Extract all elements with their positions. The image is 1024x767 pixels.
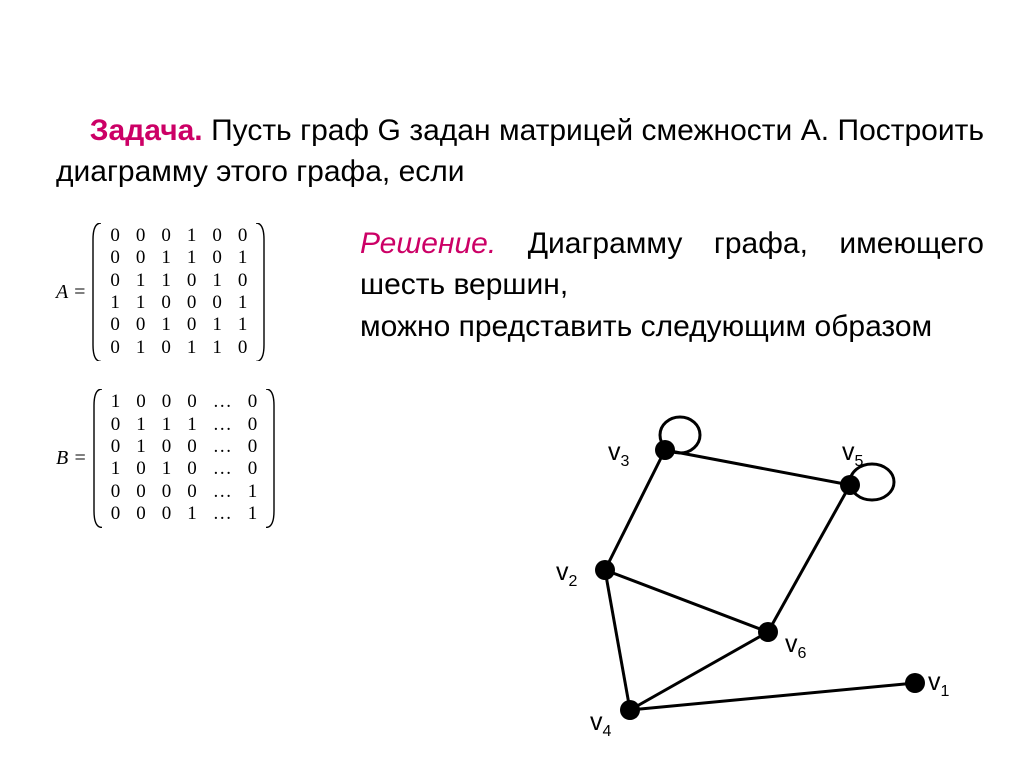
graph-edge bbox=[665, 450, 850, 485]
graph-node-label: v4 bbox=[590, 708, 611, 741]
matrix-cell: 1 bbox=[204, 314, 230, 336]
matrix-cell: 1 bbox=[230, 247, 256, 269]
matrix-cell: 0 bbox=[128, 503, 154, 525]
matrix-cell: 1 bbox=[102, 292, 128, 314]
matrix-cell: 0 bbox=[154, 481, 180, 503]
matrix-cell: 1 bbox=[153, 247, 179, 269]
matrix-cell: … bbox=[205, 503, 240, 525]
matrix-cell: 0 bbox=[230, 337, 256, 359]
matrix-cell: 1 bbox=[128, 292, 154, 314]
matrix-cell: … bbox=[205, 481, 240, 503]
matrix-cell: 0 bbox=[154, 391, 180, 413]
matrix-cell: 0 bbox=[153, 292, 179, 314]
graph-node bbox=[905, 673, 925, 693]
matrix-cell: 0 bbox=[102, 270, 128, 292]
matrix-cell: 1 bbox=[240, 503, 266, 525]
matrix-cell: 0 bbox=[128, 458, 154, 480]
matrix-cell: 0 bbox=[128, 481, 154, 503]
matrix-cell: 1 bbox=[179, 337, 205, 359]
matrix-cell: 0 bbox=[153, 225, 179, 247]
matrix-cell: … bbox=[205, 414, 240, 436]
matrix-cell: 1 bbox=[179, 414, 205, 436]
matrix-cell: 1 bbox=[103, 391, 129, 413]
matrix-cell: 0 bbox=[240, 414, 266, 436]
graph-node bbox=[840, 475, 860, 495]
matrix-a: A = 000100001101011010110001001011010110 bbox=[56, 223, 346, 361]
matrix-b-label: B = bbox=[56, 447, 93, 470]
matrix-cell: 0 bbox=[103, 414, 129, 436]
matrix-cell: 1 bbox=[153, 314, 179, 336]
matrix-cell: 0 bbox=[103, 436, 129, 458]
matrix-cell: 1 bbox=[179, 247, 205, 269]
matrix-cell: 0 bbox=[154, 503, 180, 525]
matrix-cell: 1 bbox=[103, 458, 129, 480]
graph-node bbox=[758, 622, 778, 642]
matrix-cell: 0 bbox=[179, 314, 205, 336]
problem-keyword: Задача. bbox=[90, 114, 203, 147]
matrix-cell: … bbox=[205, 458, 240, 480]
graph-node bbox=[595, 560, 615, 580]
matrix-cell: 0 bbox=[102, 225, 128, 247]
matrix-cell: 0 bbox=[154, 436, 180, 458]
matrix-cell: 0 bbox=[204, 247, 230, 269]
matrix-cell: 0 bbox=[179, 458, 205, 480]
matrix-cell: 0 bbox=[103, 481, 129, 503]
matrix-cell: 0 bbox=[240, 458, 266, 480]
matrix-cell: 0 bbox=[240, 436, 266, 458]
graph-node bbox=[620, 700, 640, 720]
matrix-cell: 0 bbox=[230, 225, 256, 247]
solution-keyword: Решение. bbox=[360, 227, 496, 260]
matrix-cell: 0 bbox=[179, 436, 205, 458]
matrix-cell: 0 bbox=[102, 314, 128, 336]
matrix-b: B = 1000…00111…00100…01010…00000…10001…1 bbox=[56, 389, 346, 527]
graph-diagram: v1 v2 v3 v4 v5 v6 bbox=[490, 410, 990, 750]
graph-edge bbox=[605, 570, 630, 710]
matrix-cell: … bbox=[205, 391, 240, 413]
matrix-cell: 0 bbox=[179, 270, 205, 292]
graph-node-label: v5 bbox=[842, 438, 863, 471]
matrix-cell: 0 bbox=[128, 247, 154, 269]
matrix-cell: 1 bbox=[204, 270, 230, 292]
matrix-cell: 0 bbox=[240, 391, 266, 413]
matrix-cell: 0 bbox=[103, 503, 129, 525]
matrix-cell: 0 bbox=[230, 270, 256, 292]
matrix-cell: 0 bbox=[204, 225, 230, 247]
graph-node-label: v2 bbox=[556, 558, 577, 591]
matrix-cell: 1 bbox=[230, 292, 256, 314]
matrix-cell: 1 bbox=[128, 270, 154, 292]
matrix-cell: 1 bbox=[240, 481, 266, 503]
graph-edge bbox=[605, 570, 768, 632]
matrix-cell: 1 bbox=[179, 225, 205, 247]
matrix-cell: 1 bbox=[204, 337, 230, 359]
matrix-cell: 0 bbox=[179, 292, 205, 314]
graph-node-label: v1 bbox=[928, 668, 949, 701]
matrix-cell: 0 bbox=[179, 391, 205, 413]
matrix-cell: 1 bbox=[128, 436, 154, 458]
matrix-cell: 1 bbox=[154, 458, 180, 480]
problem-statement: Задача. Пусть граф G задан матрицей смеж… bbox=[56, 110, 984, 193]
graph-node bbox=[655, 440, 675, 460]
graph-node-label: v6 bbox=[785, 630, 806, 663]
graph-edge bbox=[768, 485, 850, 632]
matrix-cell: 1 bbox=[154, 414, 180, 436]
matrix-cell: 0 bbox=[128, 391, 154, 413]
solution-text: Решение. Диаграмму графа, имеющего шесть… bbox=[360, 223, 984, 347]
matrix-cell: 1 bbox=[128, 337, 154, 359]
solution-line2: можно представить следующим образом bbox=[360, 306, 984, 347]
matrix-cell: … bbox=[205, 436, 240, 458]
matrix-cell: 0 bbox=[102, 337, 128, 359]
matrix-cell: 1 bbox=[179, 503, 205, 525]
matrix-a-label: A = bbox=[56, 281, 92, 304]
matrix-cell: 1 bbox=[230, 314, 256, 336]
matrix-cell: 0 bbox=[179, 481, 205, 503]
matrix-cell: 0 bbox=[128, 225, 154, 247]
matrix-cell: 0 bbox=[153, 337, 179, 359]
matrix-cell: 0 bbox=[204, 292, 230, 314]
matrix-cell: 0 bbox=[102, 247, 128, 269]
matrix-cell: 1 bbox=[153, 270, 179, 292]
graph-node-label: v3 bbox=[608, 438, 629, 471]
matrix-cell: 0 bbox=[128, 314, 154, 336]
matrix-cell: 1 bbox=[128, 414, 154, 436]
